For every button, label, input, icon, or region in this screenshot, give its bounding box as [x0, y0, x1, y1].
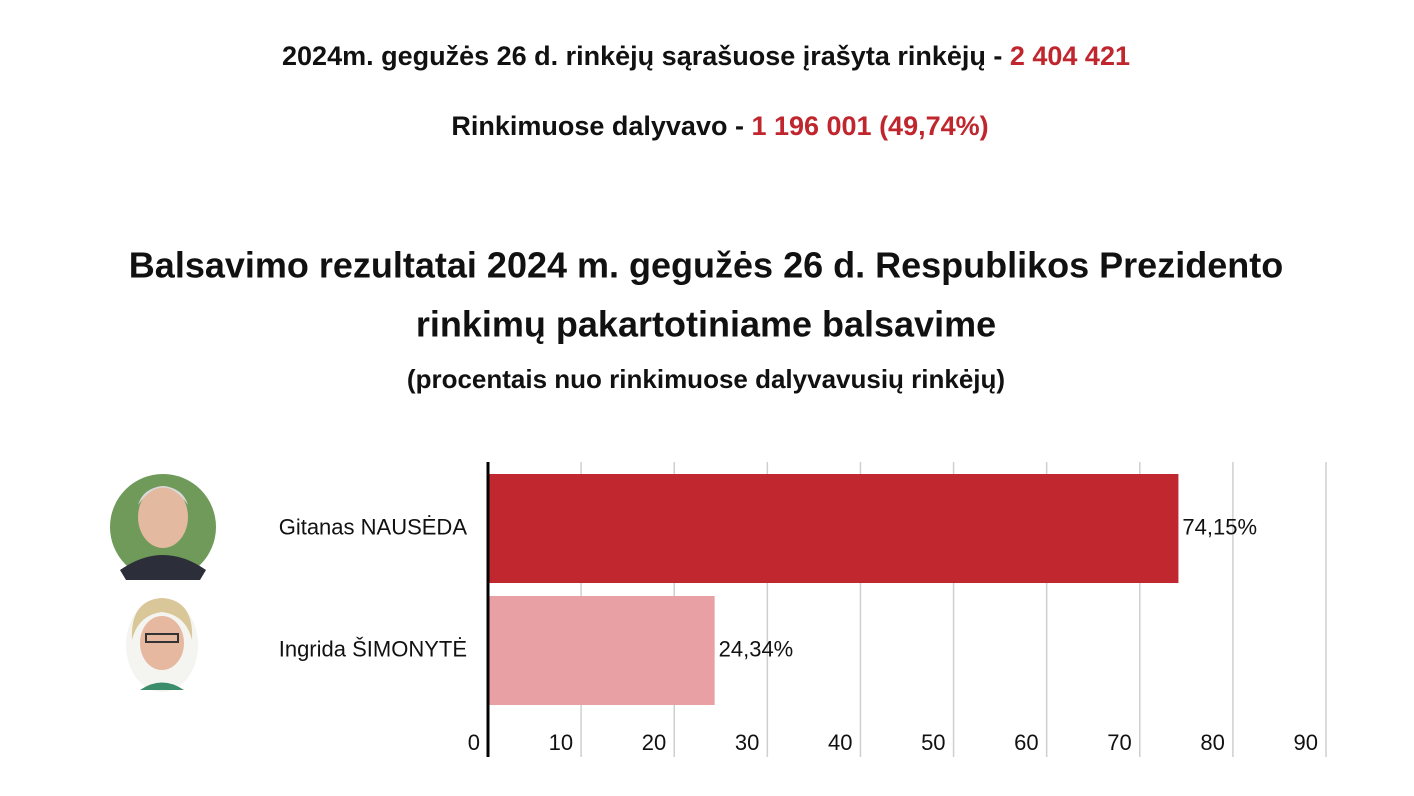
- bar: [488, 596, 715, 705]
- plot: 0 10 20 30 40 50 60 70 80 90 74,15% Gitanas NAUSĖDA…: [279, 462, 1327, 757]
- header-label: 2024m. gegužės 26 d. rinkėjų sąrašuose į…: [282, 41, 1010, 71]
- header-line-2: Rinkimuose dalyvavo - 1 196 001 (49,74%): [451, 111, 988, 141]
- x-tick-label: 40: [828, 730, 852, 755]
- category-label: Ingrida ŠIMONYTĖ: [279, 636, 467, 661]
- x-tick-label: 80: [1200, 730, 1224, 755]
- chart-subtitle: (procentais nuo rinkimuose dalyvavusių r…: [407, 364, 1005, 394]
- portrait: [110, 474, 216, 580]
- x-tick-label: 70: [1107, 730, 1131, 755]
- x-tick-label: 0: [468, 730, 480, 755]
- chart-title: Balsavimo rezultatai 2024 m. gegužės 26 …: [129, 245, 1283, 286]
- portrait: [126, 598, 198, 692]
- bar: [488, 474, 1179, 583]
- chart-title: rinkimų pakartotiniame balsavime: [416, 304, 996, 345]
- header-value: 2 404 421: [1010, 41, 1130, 71]
- x-tick-label: 20: [642, 730, 666, 755]
- x-tick-label: 50: [921, 730, 945, 755]
- x-tick-label: 10: [549, 730, 573, 755]
- header-line-1: 2024m. gegužės 26 d. rinkėjų sąrašuose į…: [282, 41, 1130, 71]
- data-label: 24,34%: [719, 636, 794, 661]
- data-label: 74,15%: [1182, 514, 1257, 539]
- x-tick-label: 30: [735, 730, 759, 755]
- x-tick-label: 90: [1294, 730, 1318, 755]
- x-tick-label: 60: [1014, 730, 1038, 755]
- header-label: Rinkimuose dalyvavo -: [451, 111, 751, 141]
- category-label: Gitanas NAUSĖDA: [279, 514, 468, 539]
- header-value: 1 196 001 (49,74%): [751, 111, 988, 141]
